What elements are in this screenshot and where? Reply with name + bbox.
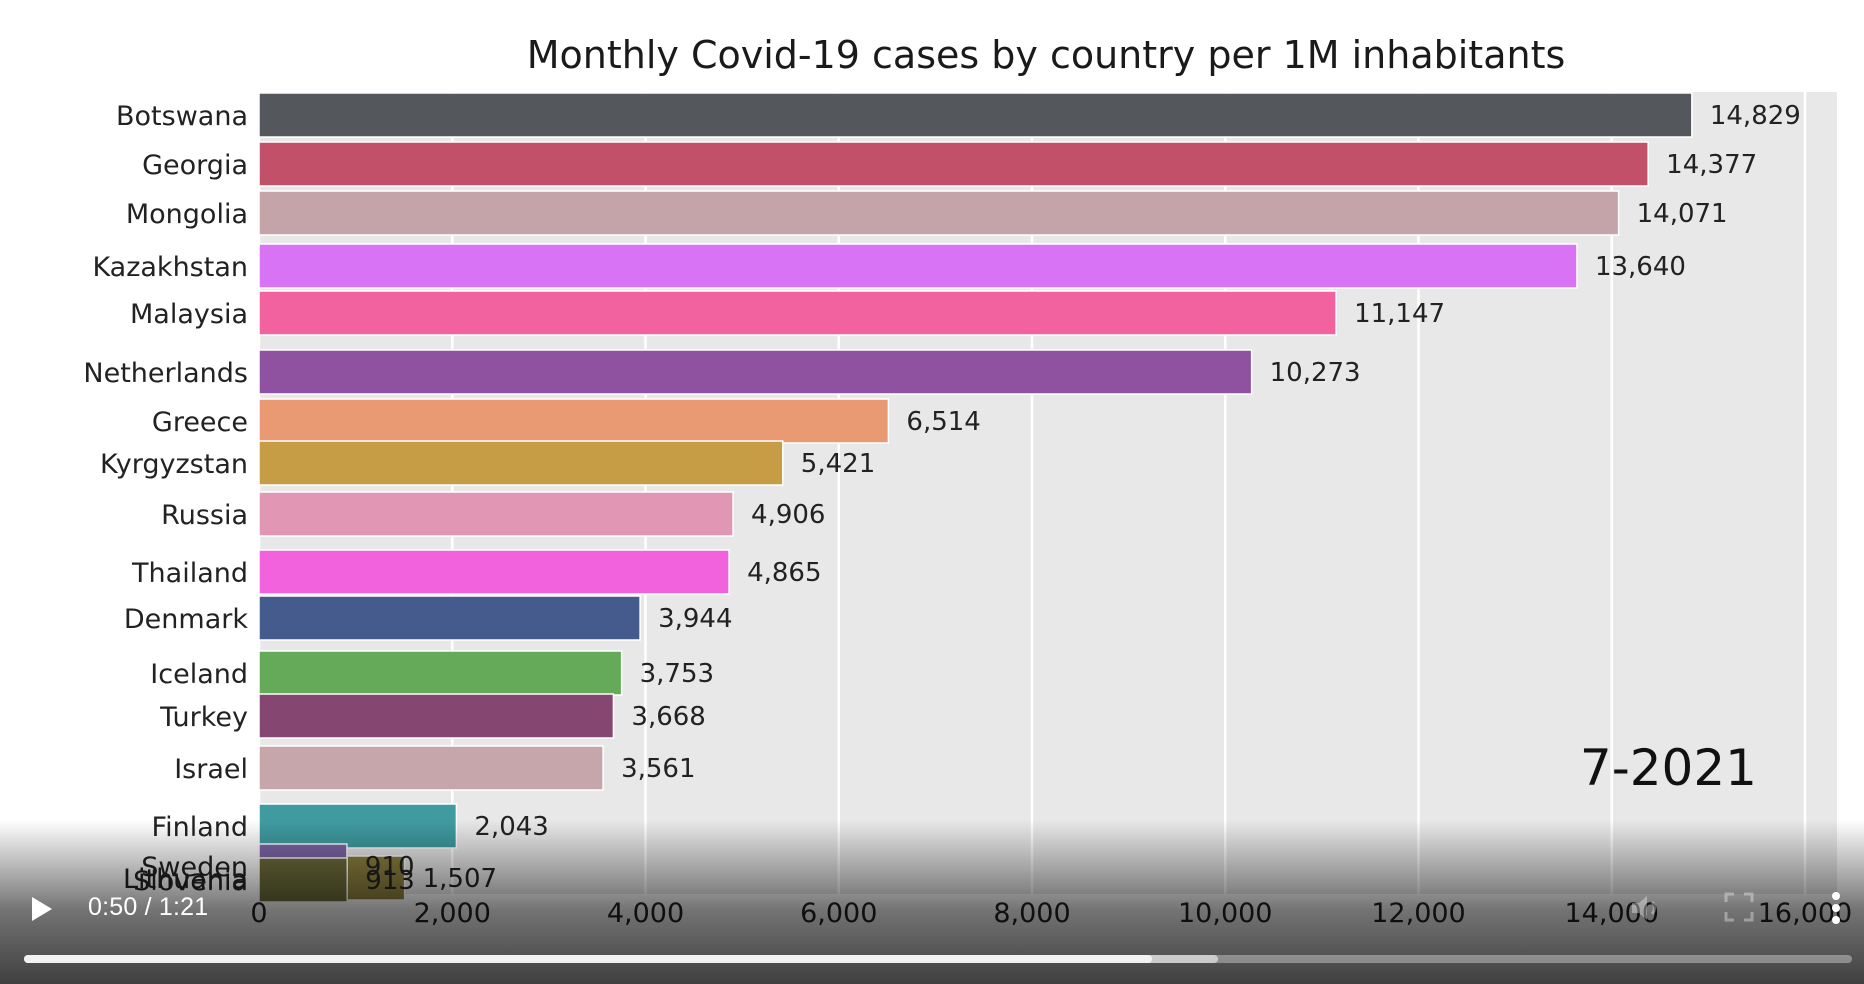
x-tick-label: 2,000 bbox=[414, 898, 491, 929]
period-label: 7-2021 bbox=[1580, 739, 1757, 797]
bar-finland bbox=[258, 803, 458, 849]
category-label: Finland bbox=[152, 812, 248, 843]
play-icon bbox=[32, 897, 52, 921]
chart-title: Monthly Covid-19 cases by country per 1M… bbox=[527, 33, 1566, 77]
x-tick-label: 4,000 bbox=[607, 898, 684, 929]
bar-kyrgyzstan bbox=[258, 440, 784, 486]
bar-value-label: 4,865 bbox=[747, 558, 821, 588]
bar-value-label: 6,514 bbox=[906, 407, 980, 437]
category-label: Malaysia bbox=[130, 299, 248, 330]
x-tick-label: 8,000 bbox=[993, 898, 1070, 929]
bar-value-label: 3,944 bbox=[658, 604, 732, 634]
duration: 1:21 bbox=[158, 893, 209, 921]
category-label: Kazakhstan bbox=[92, 252, 248, 283]
category-label: Thailand bbox=[131, 558, 248, 589]
bar-value-label: 2,043 bbox=[474, 812, 548, 842]
category-label: Kyrgyzstan bbox=[100, 449, 248, 480]
more-options-button[interactable] bbox=[1826, 888, 1846, 928]
bar-value-label: 14,071 bbox=[1637, 199, 1728, 229]
bar-russia bbox=[258, 491, 734, 537]
bar-value-label: 11,147 bbox=[1354, 299, 1445, 329]
volume-icon bbox=[1632, 896, 1656, 920]
category-label: Greece bbox=[152, 407, 248, 438]
category-label: Denmark bbox=[124, 604, 248, 635]
progress-played bbox=[24, 955, 1152, 963]
bar-turkey bbox=[258, 693, 615, 739]
category-label: Iceland bbox=[150, 659, 248, 690]
bar-value-label: 14,829 bbox=[1710, 101, 1801, 131]
category-label: Mongolia bbox=[126, 199, 248, 230]
bar-thailand bbox=[258, 549, 730, 595]
bar-value-label: 913 bbox=[365, 866, 415, 896]
bar-value-label: 13,640 bbox=[1595, 252, 1686, 282]
category-label: Russia bbox=[161, 500, 248, 531]
bar-greece bbox=[258, 398, 890, 444]
x-tick-label: 0 bbox=[250, 898, 267, 929]
bar-netherlands bbox=[258, 349, 1253, 395]
bar-value-label: 14,377 bbox=[1666, 150, 1757, 180]
bar-value-label: 3,668 bbox=[631, 702, 705, 732]
bar-malaysia bbox=[258, 290, 1337, 336]
category-label: Turkey bbox=[159, 702, 248, 733]
bar-value-label: 5,421 bbox=[801, 449, 875, 479]
play-button[interactable] bbox=[24, 892, 58, 926]
more-options-icon bbox=[1832, 892, 1840, 924]
category-label: Botswana bbox=[116, 101, 248, 132]
bar-israel bbox=[258, 745, 604, 791]
bar-denmark bbox=[258, 595, 641, 641]
bar-mongolia bbox=[258, 190, 1620, 236]
bar-botswana bbox=[258, 92, 1693, 138]
time-separator: / bbox=[137, 893, 159, 921]
fullscreen-button[interactable] bbox=[1724, 892, 1754, 922]
fullscreen-icon bbox=[1724, 892, 1754, 922]
x-tick-label: 12,000 bbox=[1371, 898, 1465, 929]
bar-value-label: 1,507 bbox=[423, 864, 497, 894]
category-label: Israel bbox=[174, 754, 248, 785]
bar-iceland bbox=[258, 650, 623, 696]
current-time: 0:50 bbox=[88, 893, 138, 921]
volume-button[interactable] bbox=[1628, 890, 1664, 926]
bar-georgia bbox=[258, 141, 1649, 187]
bar-value-label: 3,561 bbox=[621, 754, 695, 784]
bar-value-label: 4,906 bbox=[751, 500, 825, 530]
bar-value-label: 10,273 bbox=[1270, 358, 1361, 388]
category-label: Netherlands bbox=[83, 358, 248, 389]
bar-kazakhstan bbox=[258, 243, 1578, 289]
x-tick-label: 6,000 bbox=[800, 898, 877, 929]
x-axis-ticks: 0 2,000 4,000 6,000 8,000 10,000 12,000 14,000 1… bbox=[250, 898, 1852, 929]
progress-bar[interactable] bbox=[24, 955, 1852, 963]
category-label: Georgia bbox=[142, 150, 248, 181]
time-display: 0:50 / 1:21 bbox=[88, 893, 208, 922]
bar-slovenia bbox=[258, 857, 348, 903]
x-tick-label: 10,000 bbox=[1178, 898, 1272, 929]
bar-value-label: 3,753 bbox=[640, 659, 714, 689]
